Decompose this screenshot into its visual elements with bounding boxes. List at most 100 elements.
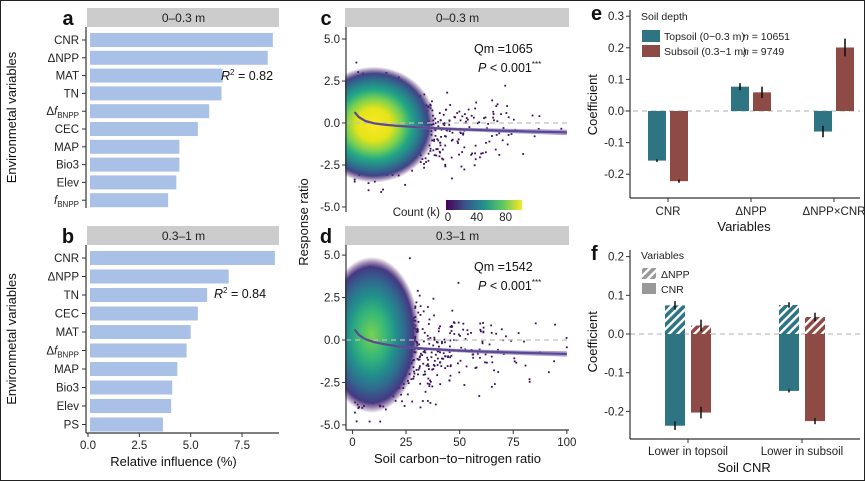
scatter-point — [419, 382, 422, 385]
scatter-point — [490, 331, 493, 334]
r2-symbol: R — [214, 287, 223, 301]
scatter-point — [456, 140, 459, 143]
x-tick-label: CNR — [656, 206, 681, 218]
y-tick-label: 0.0 — [324, 118, 340, 130]
scatter-point — [484, 353, 487, 356]
scatter-point — [453, 116, 456, 118]
scatter-point — [524, 364, 527, 367]
scatter-point — [467, 108, 470, 111]
scatter-point — [478, 395, 481, 397]
scatter-point — [482, 322, 484, 324]
scatter-point — [457, 333, 460, 336]
scatter-point — [426, 363, 429, 366]
scatter-point — [422, 362, 425, 365]
scatter-point — [565, 346, 568, 349]
scatter-point — [411, 169, 413, 172]
y-tick-label: CNR — [54, 35, 79, 47]
scatter-point — [457, 281, 460, 284]
scatter-point — [435, 148, 438, 151]
label-text: CNR — [54, 253, 79, 265]
scatter-point — [485, 141, 487, 144]
scatter-point — [382, 188, 384, 191]
n-value: = 9749 — [749, 46, 784, 58]
scatter-point — [444, 122, 446, 125]
scatter-point — [449, 365, 452, 368]
scatter-point — [513, 357, 516, 360]
scatter-point — [431, 385, 434, 388]
importance-bar — [90, 399, 172, 413]
scatter-point — [463, 384, 466, 386]
scatter-point — [515, 361, 518, 364]
scatter-point — [560, 127, 563, 130]
x-tick-label: 7.5 — [234, 440, 250, 452]
scatter-point — [412, 375, 415, 378]
scatter-point — [424, 351, 427, 354]
y-tick-label: Bio3 — [56, 160, 79, 172]
scatter-point — [449, 332, 451, 335]
scatter-point — [428, 383, 431, 386]
scatter-point — [496, 120, 499, 123]
cnr-bar — [779, 334, 799, 391]
scatter-point — [418, 358, 421, 361]
scatter-point — [500, 328, 503, 331]
scatter-point — [439, 119, 442, 122]
scatter-point — [484, 116, 487, 119]
scatter-point — [429, 147, 432, 150]
scatter-point — [493, 119, 495, 122]
legend-swatch — [642, 30, 660, 42]
scatter-point — [427, 323, 430, 325]
scatter-point — [438, 345, 440, 348]
panel-b: 0.3–1 m b 0.0 2.5 5.0 7.5 Relative influence (… — [4, 226, 279, 469]
importance-bar — [90, 68, 223, 83]
p-symbol: P — [478, 61, 487, 75]
scatter-point — [457, 138, 460, 141]
x-tick-label: 75 — [507, 437, 520, 449]
scatter-point — [533, 135, 536, 138]
scatter-point — [438, 112, 441, 114]
y-tick-label: TN — [64, 88, 79, 100]
scatter-point — [493, 369, 495, 372]
scatter-point — [432, 149, 435, 152]
scatter-point — [421, 400, 424, 402]
x-tick-label: 0.0 — [80, 440, 96, 452]
r2-superscript: 2 — [223, 286, 228, 295]
n-value: = 10651 — [749, 31, 790, 43]
label-subscript: BNPP — [57, 111, 79, 120]
scatter-point — [442, 357, 445, 360]
colorbar-tick-label: 80 — [499, 212, 512, 224]
scatter-point — [472, 116, 475, 119]
scatter-point — [445, 108, 448, 111]
scatter-point — [442, 113, 445, 116]
scatter-point — [423, 331, 426, 334]
scatter-point — [444, 165, 447, 168]
scatter-point — [490, 385, 493, 388]
y-tick-label: -2.5 — [320, 377, 340, 389]
scatter-point — [512, 118, 515, 121]
x-tick-label: 100 — [557, 437, 576, 449]
scatter-point — [420, 352, 422, 355]
y-tick-label: Elev — [57, 177, 80, 189]
scatter-point — [449, 374, 452, 377]
importance-bar — [90, 175, 177, 190]
scatter-point — [500, 113, 502, 116]
scatter-point — [421, 354, 424, 357]
scatter-point — [419, 314, 422, 316]
scatter-point — [476, 352, 479, 355]
scatter-point — [436, 341, 439, 344]
scatter-point — [430, 356, 433, 359]
scatter-point — [451, 326, 453, 328]
scatter-point — [458, 153, 460, 156]
scatter-point — [413, 372, 416, 375]
dnpp-bar-hatched — [779, 304, 799, 334]
scatter-point — [491, 99, 494, 102]
scatter-point — [355, 420, 358, 423]
scatter-point — [423, 166, 425, 169]
scatter-point — [474, 107, 477, 110]
scatter-point — [492, 113, 495, 115]
scatter-point — [415, 301, 418, 304]
scatter-point — [433, 314, 435, 317]
scatter-point — [417, 373, 419, 376]
scatter-point — [538, 115, 541, 118]
facet-strip-label: 0–0.3 m — [162, 11, 205, 25]
